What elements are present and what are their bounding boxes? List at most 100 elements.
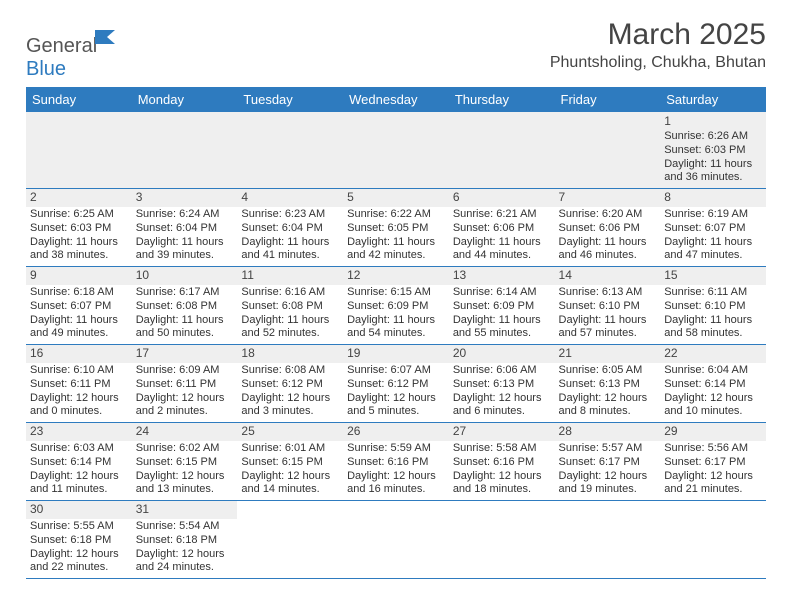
sunrise-text: Sunrise: 6:25 AM <box>30 208 128 222</box>
calendar-cell: 14Sunrise: 6:13 AMSunset: 6:10 PMDayligh… <box>555 267 661 345</box>
sunrise-text: Sunrise: 6:08 AM <box>241 364 339 378</box>
sunrise-text: Sunrise: 6:10 AM <box>30 364 128 378</box>
sunset-text: Sunset: 6:10 PM <box>559 300 657 314</box>
calendar-row: 9Sunrise: 6:18 AMSunset: 6:07 PMDaylight… <box>26 267 766 345</box>
sunset-text: Sunset: 6:13 PM <box>559 378 657 392</box>
daylight-text: Daylight: 12 hours and 16 minutes. <box>347 470 445 498</box>
sunset-text: Sunset: 6:06 PM <box>559 222 657 236</box>
calendar-cell: 17Sunrise: 6:09 AMSunset: 6:11 PMDayligh… <box>132 345 238 423</box>
day-number: 17 <box>136 346 234 361</box>
day-number: 4 <box>241 190 339 205</box>
sunrise-text: Sunrise: 5:59 AM <box>347 442 445 456</box>
sunrise-text: Sunrise: 6:15 AM <box>347 286 445 300</box>
day-number: 21 <box>559 346 657 361</box>
calendar-cell: 7Sunrise: 6:20 AMSunset: 6:06 PMDaylight… <box>555 189 661 267</box>
calendar-row: 16Sunrise: 6:10 AMSunset: 6:11 PMDayligh… <box>26 345 766 423</box>
sunrise-text: Sunrise: 6:20 AM <box>559 208 657 222</box>
daylight-text: Daylight: 11 hours and 42 minutes. <box>347 236 445 264</box>
calendar-cell: 24Sunrise: 6:02 AMSunset: 6:15 PMDayligh… <box>132 423 238 501</box>
sunset-text: Sunset: 6:04 PM <box>241 222 339 236</box>
daylight-text: Daylight: 12 hours and 0 minutes. <box>30 392 128 420</box>
calendar-cell: 11Sunrise: 6:16 AMSunset: 6:08 PMDayligh… <box>237 267 343 345</box>
calendar-cell: 30Sunrise: 5:55 AMSunset: 6:18 PMDayligh… <box>26 501 132 579</box>
brand-logo: GeneralBlue <box>26 28 117 81</box>
sunrise-text: Sunrise: 5:55 AM <box>30 520 128 534</box>
sunrise-text: Sunrise: 6:04 AM <box>664 364 762 378</box>
daylight-text: Daylight: 12 hours and 3 minutes. <box>241 392 339 420</box>
sunrise-text: Sunrise: 6:03 AM <box>30 442 128 456</box>
calendar-cell <box>449 112 555 189</box>
sunrise-text: Sunrise: 6:02 AM <box>136 442 234 456</box>
day-number: 9 <box>30 268 128 283</box>
day-number: 29 <box>664 424 762 439</box>
day-number: 28 <box>559 424 657 439</box>
calendar-cell: 22Sunrise: 6:04 AMSunset: 6:14 PMDayligh… <box>660 345 766 423</box>
daylight-text: Daylight: 12 hours and 2 minutes. <box>136 392 234 420</box>
calendar-row: 2Sunrise: 6:25 AMSunset: 6:03 PMDaylight… <box>26 189 766 267</box>
day-number: 7 <box>559 190 657 205</box>
sunrise-text: Sunrise: 6:09 AM <box>136 364 234 378</box>
daylight-text: Daylight: 11 hours and 50 minutes. <box>136 314 234 342</box>
weekday-header: Wednesday <box>343 87 449 112</box>
sunset-text: Sunset: 6:04 PM <box>136 222 234 236</box>
calendar-cell <box>26 112 132 189</box>
calendar-cell: 10Sunrise: 6:17 AMSunset: 6:08 PMDayligh… <box>132 267 238 345</box>
sunset-text: Sunset: 6:07 PM <box>664 222 762 236</box>
calendar-cell <box>132 112 238 189</box>
sunset-text: Sunset: 6:14 PM <box>30 456 128 470</box>
daylight-text: Daylight: 12 hours and 8 minutes. <box>559 392 657 420</box>
calendar-cell <box>237 501 343 579</box>
sunrise-text: Sunrise: 6:21 AM <box>453 208 551 222</box>
calendar-cell: 12Sunrise: 6:15 AMSunset: 6:09 PMDayligh… <box>343 267 449 345</box>
calendar-cell: 20Sunrise: 6:06 AMSunset: 6:13 PMDayligh… <box>449 345 555 423</box>
sunrise-text: Sunrise: 6:11 AM <box>664 286 762 300</box>
page-title: March 2025 <box>550 18 766 52</box>
sunset-text: Sunset: 6:08 PM <box>136 300 234 314</box>
daylight-text: Daylight: 12 hours and 5 minutes. <box>347 392 445 420</box>
calendar-cell <box>237 112 343 189</box>
calendar-cell: 29Sunrise: 5:56 AMSunset: 6:17 PMDayligh… <box>660 423 766 501</box>
calendar-cell: 21 Sunrise: 6:05 AMSunset: 6:13 PMDayligh… <box>555 345 661 423</box>
daylight-text: Daylight: 11 hours and 49 minutes. <box>30 314 128 342</box>
day-number: 19 <box>347 346 445 361</box>
daylight-text: Daylight: 11 hours and 36 minutes. <box>664 158 762 186</box>
calendar-row: 30Sunrise: 5:55 AMSunset: 6:18 PMDayligh… <box>26 501 766 579</box>
calendar-cell: 16Sunrise: 6:10 AMSunset: 6:11 PMDayligh… <box>26 345 132 423</box>
weekday-header: Friday <box>555 87 661 112</box>
location-label: Phuntsholing, Chukha, Bhutan <box>550 54 766 72</box>
calendar-cell <box>555 501 661 579</box>
sunrise-text: Sunrise: 6:19 AM <box>664 208 762 222</box>
day-number: 3 <box>136 190 234 205</box>
calendar-cell: 9Sunrise: 6:18 AMSunset: 6:07 PMDaylight… <box>26 267 132 345</box>
calendar-cell: 5Sunrise: 6:22 AMSunset: 6:05 PMDaylight… <box>343 189 449 267</box>
sunset-text: Sunset: 6:12 PM <box>241 378 339 392</box>
daylight-text: Daylight: 12 hours and 14 minutes. <box>241 470 339 498</box>
daylight-text: Daylight: 12 hours and 24 minutes. <box>136 548 234 576</box>
day-number: 14 <box>559 268 657 283</box>
brand-blue: Blue <box>26 58 66 80</box>
calendar-cell: 15Sunrise: 6:11 AMSunset: 6:10 PMDayligh… <box>660 267 766 345</box>
day-number: 1 <box>664 114 762 129</box>
daylight-text: Daylight: 11 hours and 47 minutes. <box>664 236 762 264</box>
sunrise-text: Sunrise: 6:05 AM <box>559 364 657 378</box>
day-number: 5 <box>347 190 445 205</box>
calendar-cell: 8Sunrise: 6:19 AMSunset: 6:07 PMDaylight… <box>660 189 766 267</box>
daylight-text: Daylight: 12 hours and 6 minutes. <box>453 392 551 420</box>
sunset-text: Sunset: 6:12 PM <box>347 378 445 392</box>
sunset-text: Sunset: 6:07 PM <box>30 300 128 314</box>
calendar-cell: 19Sunrise: 6:07 AMSunset: 6:12 PMDayligh… <box>343 345 449 423</box>
sunset-text: Sunset: 6:18 PM <box>136 534 234 548</box>
sunrise-text: Sunrise: 6:06 AM <box>453 364 551 378</box>
daylight-text: Daylight: 12 hours and 19 minutes. <box>559 470 657 498</box>
weekday-header: Sunday <box>26 87 132 112</box>
flag-icon <box>95 28 117 44</box>
sunset-text: Sunset: 6:09 PM <box>453 300 551 314</box>
daylight-text: Daylight: 11 hours and 58 minutes. <box>664 314 762 342</box>
sunset-text: Sunset: 6:08 PM <box>241 300 339 314</box>
sunset-text: Sunset: 6:13 PM <box>453 378 551 392</box>
sunset-text: Sunset: 6:17 PM <box>664 456 762 470</box>
sunset-text: Sunset: 6:15 PM <box>241 456 339 470</box>
sunrise-text: Sunrise: 5:58 AM <box>453 442 551 456</box>
sunset-text: Sunset: 6:17 PM <box>559 456 657 470</box>
header: GeneralBlue March 2025 Phuntsholing, Chu… <box>26 18 766 81</box>
